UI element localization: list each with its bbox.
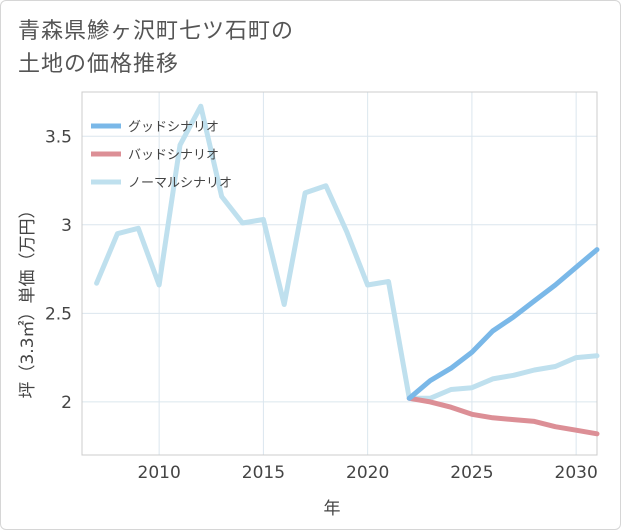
chart-title-line-1: 青森県鯵ヶ沢町七ツ石町の [18, 19, 295, 44]
x-tick-label: 2010 [138, 463, 181, 483]
plot-area-border [81, 91, 598, 456]
x-tick-label: 2015 [242, 463, 285, 483]
normal-scenario-line [94, 103, 600, 401]
y-tick-labels: 2 2.5 3 3.5 [45, 127, 72, 413]
legend-label-normal: ノーマルシナリオ [128, 176, 232, 191]
x-tick-labels: 2010 2015 2020 2025 2030 [138, 463, 598, 483]
chart-title-line-2: 土地の価格推移 [18, 52, 180, 77]
y-tick-label: 2 [61, 393, 72, 413]
x-axis-title: 年 [324, 499, 341, 519]
legend-label-bad: バッドシナリオ [128, 148, 219, 163]
y-axis-title: 坪（3.3㎡）単価（万円） [18, 201, 38, 398]
x-tick-label: 2020 [346, 463, 389, 483]
series-lines [94, 103, 600, 437]
x-tick-label: 2025 [450, 463, 493, 483]
good-scenario-line [406, 247, 600, 401]
legend-label-good: グッドシナリオ [128, 120, 219, 135]
bad-scenario-line [406, 395, 600, 437]
y-tick-label: 2.5 [45, 304, 72, 324]
chart-title: 青森県鯵ヶ沢町七ツ石町の 土地の価格推移 [18, 15, 294, 81]
y-tick-label: 3.5 [45, 127, 72, 147]
y-tick-label: 3 [61, 216, 72, 236]
x-tick-label: 2030 [555, 463, 598, 483]
